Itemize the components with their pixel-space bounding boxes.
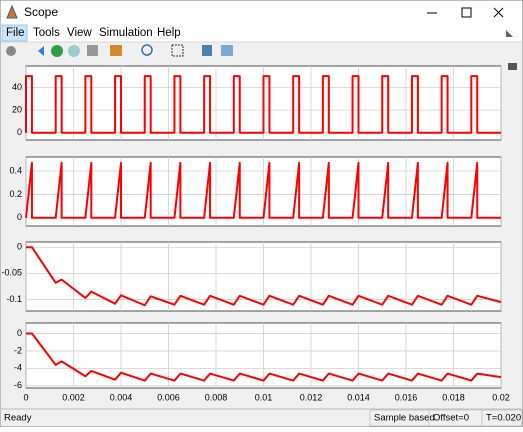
status-item: Sample based (374, 413, 435, 424)
x-tick-label: 0.002 (62, 392, 85, 402)
style-icon[interactable] (221, 45, 233, 56)
settings-icon[interactable] (6, 46, 16, 56)
step-icon[interactable] (68, 45, 80, 57)
step-back-icon[interactable] (38, 46, 44, 56)
app-icon (6, 4, 18, 19)
cursor-icon[interactable] (202, 45, 212, 56)
y-tick-label: -2 (14, 345, 22, 355)
menu-background (1, 24, 522, 42)
signal-line (26, 332, 502, 382)
close-button[interactable] (493, 7, 504, 18)
x-tick-label: 0.02 (492, 392, 510, 402)
x-tick-label: 0.01 (255, 392, 273, 402)
menu-item[interactable]: Help (157, 27, 181, 39)
y-tick-label: 0.2 (9, 189, 22, 199)
status-box (481, 409, 523, 427)
y-tick-label: 0 (17, 212, 22, 222)
menu-item[interactable]: Tools (33, 27, 60, 39)
window-title: Scope (24, 5, 58, 19)
status-bar: Ready Sample based Offset=0 T=0.020 (1, 408, 523, 427)
undock-button[interactable] (508, 63, 517, 70)
x-tick-label: 0.006 (157, 392, 180, 402)
y-tick-label: 0 (17, 127, 22, 137)
y-tick-label: 40 (12, 82, 22, 92)
status-item: T=0.020 (486, 413, 521, 424)
title-bar (1, 1, 522, 24)
maximize-button[interactable] (461, 7, 472, 18)
status-item: Offset=0 (433, 413, 469, 424)
highlight-icon[interactable] (110, 45, 122, 56)
y-tick-label: 20 (12, 105, 22, 115)
signal-line (25, 75, 501, 134)
y-tick-label: 0 (17, 242, 22, 252)
menu-highlight (1, 24, 28, 42)
toolbar (1, 41, 522, 57)
signal-line (26, 246, 502, 307)
y-tick-label: -0.05 (1, 268, 22, 278)
menu-item[interactable]: Simulation (99, 27, 153, 39)
y-tick-label: 0.4 (9, 165, 22, 175)
x-tick-label: 0.016 (395, 392, 418, 402)
menu-bar: File Tools View Simulation Help (1, 24, 522, 42)
zoom-icon[interactable] (141, 44, 153, 56)
x-tick-label: 0 (23, 392, 28, 402)
y-tick-label: 0 (17, 328, 22, 338)
stop-icon[interactable] (87, 45, 98, 56)
run-icon[interactable] (51, 45, 63, 57)
dock-arrow[interactable] (506, 30, 513, 37)
y-tick-label: -6 (14, 380, 22, 390)
x-tick-label: 0.008 (205, 392, 228, 402)
x-tick-label: 0.018 (442, 392, 465, 402)
menu-item[interactable]: File (6, 27, 25, 39)
x-tick-label: 0.004 (110, 392, 133, 402)
signal-line (25, 161, 501, 219)
y-tick-label: -4 (14, 363, 22, 373)
y-tick-label: -0.1 (6, 294, 22, 304)
menu-item[interactable]: View (67, 27, 92, 39)
x-tick-label: 0.014 (347, 392, 370, 402)
x-tick-label: 0.012 (300, 392, 323, 402)
status-text: Ready (4, 413, 32, 424)
autoscale-icon[interactable] (171, 44, 184, 57)
